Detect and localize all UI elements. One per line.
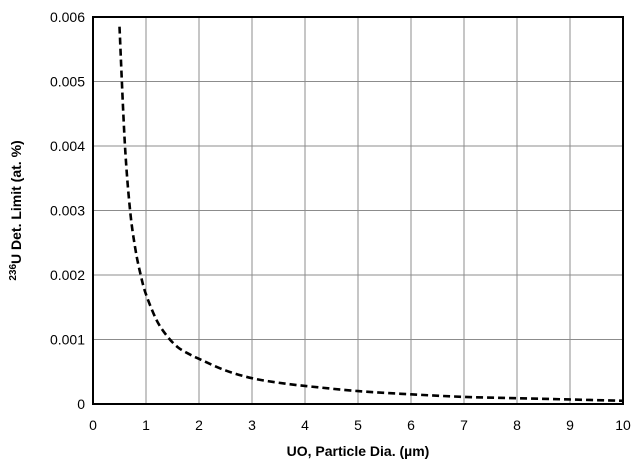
- x-tick-label: 6: [407, 417, 415, 433]
- x-tick-label: 7: [460, 417, 468, 433]
- y-tick-label: 0.005: [50, 74, 85, 90]
- x-tick-label: 0: [89, 417, 97, 433]
- x-tick-label: 10: [615, 417, 631, 433]
- y-axis-title-text: U Det. Limit (at. %): [8, 140, 24, 264]
- gridlines: [92, 16, 624, 405]
- x-tick-label: 2: [195, 417, 203, 433]
- x-tick-labels: 0 1 2 3 4 5 6 7 8 9 10: [89, 417, 631, 433]
- x-tick-label: 5: [354, 417, 362, 433]
- y-tick-label: 0.003: [50, 203, 85, 219]
- y-tick-label: 0.002: [50, 267, 85, 283]
- x-tick-label: 1: [142, 417, 150, 433]
- y-axis-title: 236U Det. Limit (at. %): [8, 140, 25, 280]
- series-layer: [118, 26, 624, 403]
- x-axis-title: UO, Particle Dia. (µm): [287, 443, 430, 459]
- x-tick-label: 4: [301, 417, 309, 433]
- y-tick-label: 0: [77, 396, 85, 412]
- series-line: [118, 26, 624, 403]
- y-axis-title-superscript: 236: [8, 264, 19, 281]
- plot-frame: [92, 16, 624, 405]
- y-tick-label: 0.004: [50, 138, 85, 154]
- x-tick-label: 3: [248, 417, 256, 433]
- x-tick-label: 9: [566, 417, 574, 433]
- y-tick-label: 0.006: [50, 9, 85, 25]
- y-tick-labels: 0 0.001 0.002 0.003 0.004 0.005 0.006: [50, 9, 85, 412]
- x-tick-label: 8: [513, 417, 521, 433]
- y-tick-label: 0.001: [50, 332, 85, 348]
